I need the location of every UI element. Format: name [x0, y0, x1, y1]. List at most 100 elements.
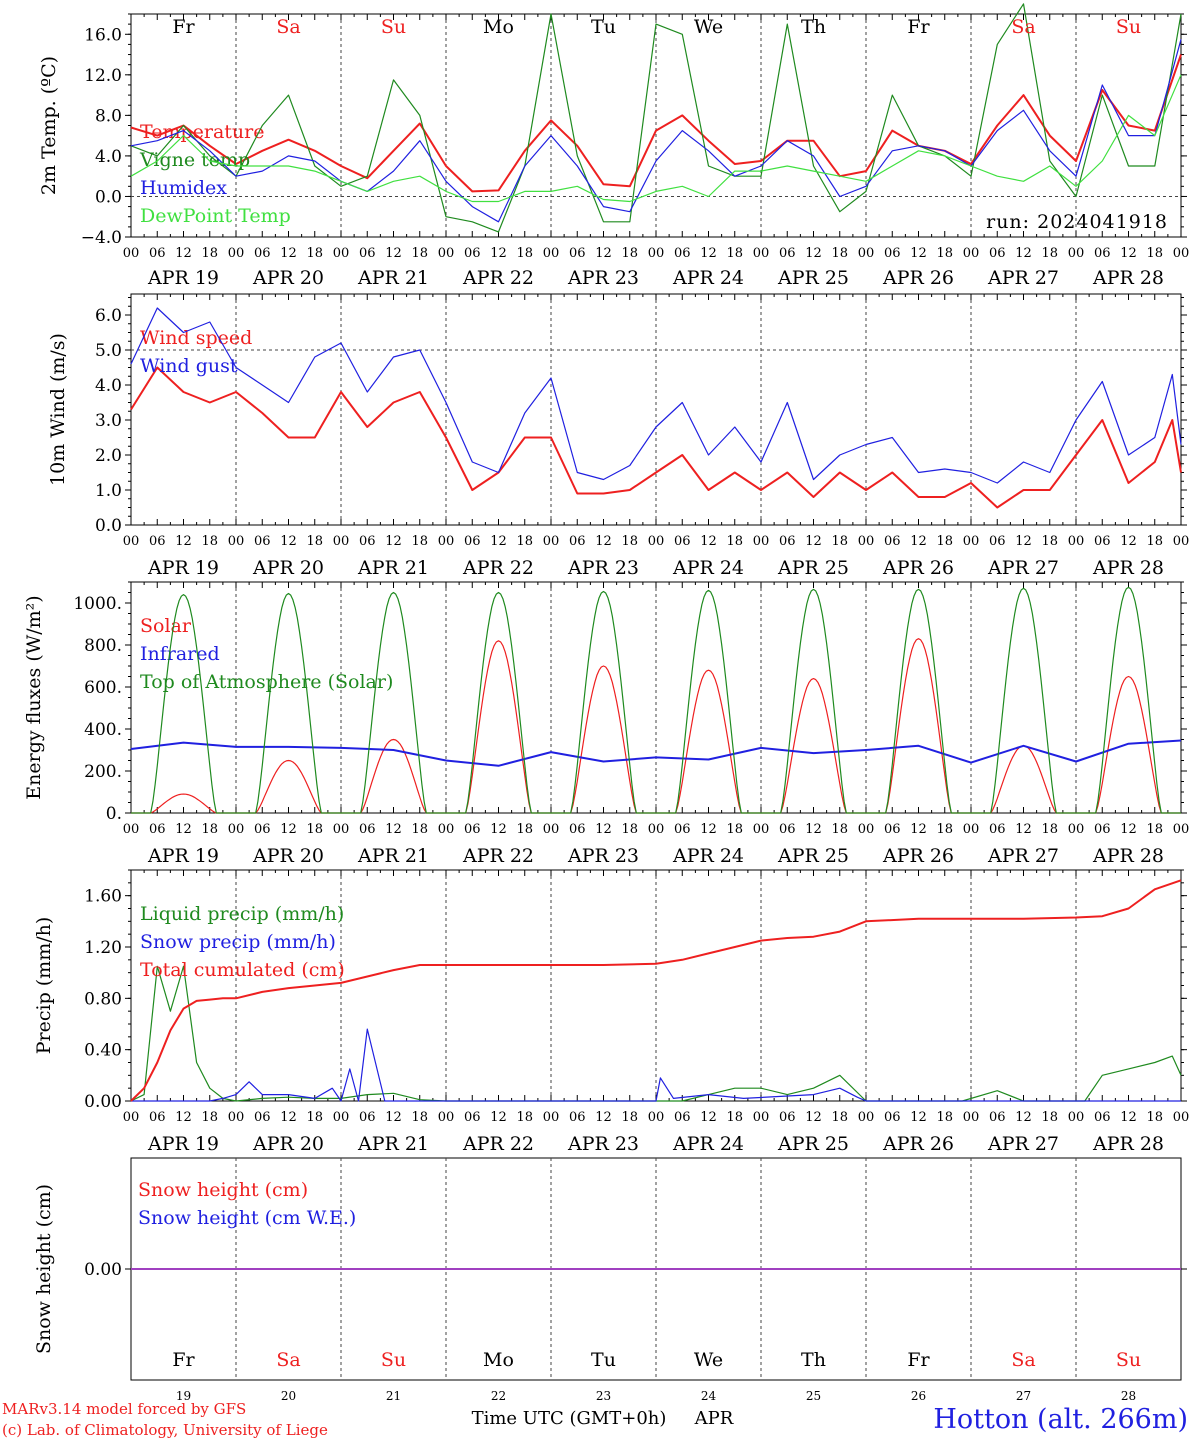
- y-tick-label: 2.0: [95, 446, 122, 466]
- month-label: APR: [694, 1408, 734, 1429]
- hour-tick-label: 18: [1041, 534, 1058, 549]
- date-label: APR 27: [987, 845, 1059, 867]
- date-label: APR 24: [672, 1133, 744, 1155]
- hour-tick-label: 00: [438, 822, 455, 837]
- hour-tick-label: 18: [831, 246, 848, 261]
- hour-tick-label: 06: [149, 822, 166, 837]
- y-axis-label: Precip (mm/h): [33, 917, 55, 1055]
- day-number-label: 23: [596, 1389, 611, 1403]
- hour-tick-label: 18: [936, 534, 953, 549]
- date-label: APR 28: [1092, 557, 1164, 579]
- y-tick-label: 1.20: [84, 938, 122, 958]
- hour-tick-label: 00: [123, 1110, 140, 1125]
- legend-label: Snow height (cm): [138, 1179, 308, 1201]
- hour-tick-label: 06: [884, 822, 901, 837]
- date-label: APR 20: [252, 1133, 324, 1155]
- y-tick-label: 0.: [106, 804, 122, 824]
- day-number-label: 21: [386, 1389, 401, 1403]
- hour-tick-label: 06: [989, 822, 1006, 837]
- hour-tick-label: 00: [648, 534, 665, 549]
- y-tick-label: 400.: [84, 720, 122, 740]
- day-name-label: Tu: [591, 16, 616, 38]
- day-name-label: Sa: [1011, 1349, 1035, 1371]
- hour-tick-label: 06: [464, 246, 481, 261]
- hour-tick-label: 12: [490, 246, 507, 261]
- hour-tick-label: 12: [385, 246, 402, 261]
- date-label: APR 28: [1092, 267, 1164, 289]
- hour-tick-label: 12: [175, 822, 192, 837]
- date-label: APR 27: [987, 557, 1059, 579]
- hour-tick-label: 12: [805, 822, 822, 837]
- hour-tick-label: 06: [674, 534, 691, 549]
- legend-label: Total cumulated (cm): [140, 959, 345, 981]
- hour-tick-label: 06: [674, 1110, 691, 1125]
- hour-tick-label: 18: [621, 534, 638, 549]
- hour-tick-label: 12: [910, 1110, 927, 1125]
- day-number-label: 28: [1121, 1389, 1136, 1403]
- y-tick-label: 1000.: [73, 594, 122, 614]
- hour-tick-label: 12: [1120, 822, 1137, 837]
- y-tick-label: 3.0: [95, 411, 122, 431]
- day-name-label: Sa: [1011, 16, 1035, 38]
- hour-tick-label: 00: [228, 534, 245, 549]
- y-axis-label: 10m Wind (m/s): [47, 333, 69, 486]
- day-name-label: Fr: [907, 1349, 930, 1371]
- hour-tick-label: 18: [1041, 822, 1058, 837]
- date-label: APR 26: [882, 845, 954, 867]
- hour-tick-label: 18: [831, 1110, 848, 1125]
- hour-tick-label: 12: [700, 822, 717, 837]
- hour-tick-label: 12: [280, 1110, 297, 1125]
- hour-tick-label: 00: [858, 246, 875, 261]
- hour-tick-label: 12: [175, 534, 192, 549]
- hour-tick-label: 18: [516, 534, 533, 549]
- hour-tick-label: 12: [385, 1110, 402, 1125]
- y-tick-label: −4.0: [81, 228, 122, 248]
- date-label: APR 19: [147, 267, 219, 289]
- hour-tick-label: 00: [333, 534, 350, 549]
- series-line-wind-gust: [130, 307, 1182, 484]
- hour-tick-label: 06: [779, 1110, 796, 1125]
- legend-label: Wind speed: [140, 327, 252, 349]
- day-name-label: Fr: [172, 16, 195, 38]
- hour-tick-label: 00: [753, 246, 770, 261]
- credit-line-2: (c) Lab. of Climatology, University of L…: [2, 1421, 328, 1439]
- hour-tick-label: 12: [700, 1110, 717, 1125]
- hour-tick-label: 06: [464, 534, 481, 549]
- day-number-label: 24: [701, 1389, 717, 1403]
- series-line-infrared: [130, 739, 1182, 767]
- legend-label: Infrared: [140, 643, 220, 665]
- date-label: APR 19: [147, 845, 219, 867]
- hour-tick-label: 06: [254, 1110, 271, 1125]
- series-line-vigne-temp: [130, 3, 1182, 233]
- legend-label: Top of Atmosphere (Solar): [140, 671, 393, 693]
- y-tick-label: 8.0: [95, 106, 122, 126]
- day-name-label: Su: [381, 1349, 406, 1371]
- series-line-temperature: [130, 54, 1182, 193]
- hour-tick-label: 06: [254, 822, 271, 837]
- credit-line-1: MARv3.14 model forced by GFS: [2, 1400, 246, 1418]
- hour-tick-label: 18: [621, 1110, 638, 1125]
- date-label: APR 22: [462, 557, 534, 579]
- hour-tick-label: 06: [569, 822, 586, 837]
- y-tick-label: 0.80: [84, 989, 122, 1009]
- day-name-label: Th: [801, 16, 826, 38]
- hour-tick-label: 18: [411, 534, 428, 549]
- y-tick-label: 1.0: [95, 481, 122, 501]
- hour-tick-label: 12: [490, 822, 507, 837]
- station-label: Hotton (alt. 266m): [933, 1404, 1188, 1435]
- hour-tick-label: 12: [805, 246, 822, 261]
- hour-tick-label: 18: [201, 534, 218, 549]
- hour-tick-label: 12: [595, 246, 612, 261]
- hour-tick-label: 12: [1120, 534, 1137, 549]
- hour-tick-label: 18: [201, 246, 218, 261]
- hour-tick-label: 00: [543, 534, 560, 549]
- hour-tick-label: 12: [910, 534, 927, 549]
- day-name-label: Fr: [907, 16, 930, 38]
- snow-height-panel: 0.00 Snow height (cm) Snow height (cm) Snow…: [33, 1157, 1187, 1403]
- series-line-total-cumulated-cm: [130, 879, 1182, 1102]
- y-tick-label: 200.: [84, 762, 122, 782]
- hour-tick-label: 06: [359, 822, 376, 837]
- y-tick-label: 600.: [84, 678, 122, 698]
- hour-tick-label: 12: [700, 534, 717, 549]
